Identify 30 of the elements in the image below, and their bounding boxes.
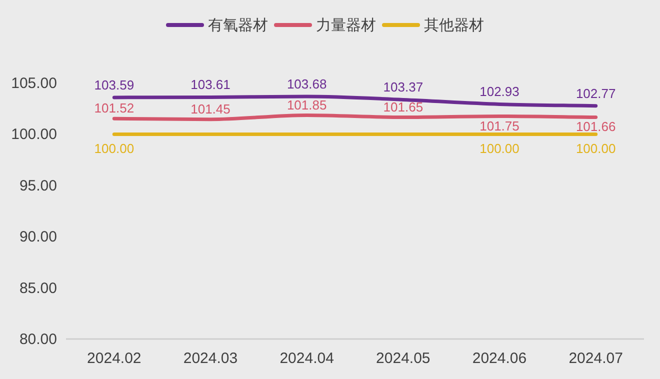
- data-label: 100.00: [94, 141, 134, 156]
- data-label: 102.77: [576, 86, 616, 101]
- data-label: 100.00: [480, 141, 520, 156]
- legend-label: 其他器材: [424, 17, 484, 34]
- data-label: 100.00: [576, 141, 616, 156]
- data-label: 103.37: [383, 80, 424, 95]
- y-tick-label: 90.00: [19, 228, 57, 246]
- x-tick-label: 2024.05: [376, 350, 430, 367]
- data-label: 102.93: [480, 84, 520, 100]
- y-tick-label: 95.00: [19, 177, 57, 194]
- data-label: 101.75: [480, 118, 520, 134]
- x-tick-label: 2024.06: [472, 350, 527, 367]
- data-label: 103.68: [286, 76, 327, 92]
- legend-label: 力量器材: [316, 17, 376, 34]
- x-tick-label: 2024.07: [568, 350, 623, 367]
- x-tick-label: 2024.02: [87, 350, 142, 367]
- legend-label: 有氧器材: [208, 17, 268, 34]
- data-label: 101.66: [576, 119, 616, 134]
- x-tick-label: 2024.04: [280, 350, 334, 367]
- data-label: 101.45: [190, 101, 230, 116]
- x-tick-label: 2024.03: [183, 350, 238, 367]
- y-tick-label: 85.00: [19, 280, 57, 297]
- y-tick-label: 105.00: [11, 75, 57, 92]
- data-label: 103.59: [94, 77, 134, 92]
- data-label: 103.61: [190, 77, 230, 92]
- data-label: 101.65: [383, 99, 424, 114]
- data-label: 101.52: [94, 100, 134, 116]
- y-tick-label: 100.00: [11, 126, 57, 144]
- data-label: 101.85: [286, 97, 327, 112]
- y-tick-label: 80.00: [19, 331, 57, 348]
